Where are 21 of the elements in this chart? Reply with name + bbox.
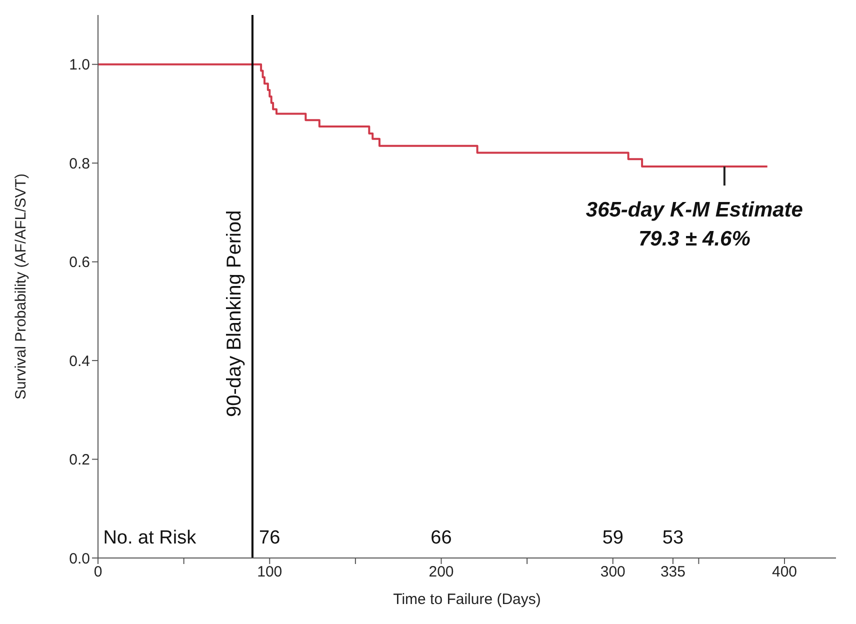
y-tick-label: 0.0	[69, 550, 90, 568]
x-tick-label: 100	[257, 564, 282, 581]
y-tick-label: 0.2	[69, 452, 90, 469]
x-tick-label: 0	[94, 564, 102, 581]
y-tick-label: 0.8	[69, 155, 90, 172]
ref-line-label: 90-day Blanking Period	[223, 210, 246, 418]
annotation: 365-day K-M Estimate 79.3 ± 4.6%	[586, 198, 804, 251]
x-tick-label: 200	[428, 564, 454, 581]
annotation: 59	[602, 527, 624, 548]
x-tick-label: 335	[660, 564, 686, 581]
annotation: 53	[662, 527, 684, 548]
y-tick-label: 0.4	[69, 352, 90, 370]
annotation: 66	[430, 527, 452, 548]
y-tick-label: 1.0	[69, 56, 90, 74]
annotation: 76	[259, 527, 280, 548]
y-tick-label: 0.6	[69, 254, 90, 272]
x-axis-title: Time to Failure (Days)	[393, 591, 541, 608]
x-tick-label: 400	[772, 564, 798, 581]
annotation: No. at Risk	[103, 527, 197, 548]
y-axis-title: Survival Probability (AF/AFL/SVT)	[12, 174, 30, 400]
x-tick-label: 300	[600, 564, 626, 581]
